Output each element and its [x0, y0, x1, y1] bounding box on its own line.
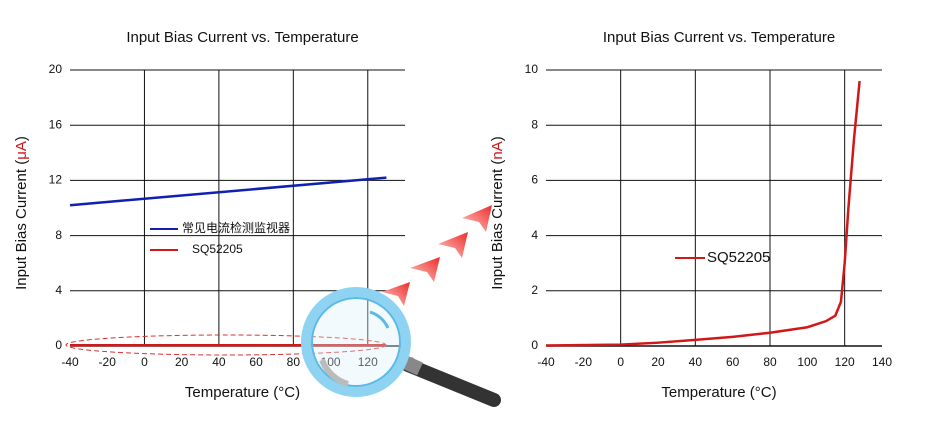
y-axis-label-part: ) [13, 136, 30, 141]
y-axis-label-part: Input Bias Current ( [489, 160, 506, 290]
x-axis-label: Temperature (°C) [185, 384, 300, 401]
arrows [382, 205, 492, 306]
x-tick-label: 100 [797, 355, 817, 369]
x-tick-label: 120 [835, 355, 855, 369]
x-tick-label: 140 [872, 355, 892, 369]
y-axis-label-part: μA [13, 141, 30, 160]
x-tick-label: 0 [617, 355, 624, 369]
y-tick-label: 10 [525, 62, 539, 76]
x-tick-label: 80 [287, 355, 301, 369]
x-tick-label: 80 [763, 355, 777, 369]
y-tick-label: 0 [531, 338, 538, 352]
y-axis-label: Input Bias Current (μA) [13, 136, 30, 290]
chart-title: Input Bias Current vs. Temperature [603, 29, 835, 46]
y-tick-label: 4 [531, 228, 538, 242]
plot-area [70, 70, 405, 346]
magnifier [301, 287, 501, 407]
x-tick-label: 40 [689, 355, 703, 369]
y-tick-label: 6 [531, 173, 538, 187]
highlight-ellipse [65, 334, 387, 356]
x-tick-label: 120 [358, 355, 378, 369]
y-axis-label-part: Input Bias Current ( [13, 160, 30, 290]
chart-title: Input Bias Current vs. Temperature [126, 29, 358, 46]
y-tick-label: 4 [55, 283, 62, 297]
x-tick-label: 20 [651, 355, 665, 369]
y-tick-label: 20 [49, 62, 63, 76]
y-axis-label-part: nA [489, 141, 506, 159]
legend-label: SQ52205 [192, 242, 243, 256]
x-tick-label: 40 [212, 355, 226, 369]
x-tick-label: -20 [99, 355, 117, 369]
x-tick-label: 0 [141, 355, 148, 369]
chart: 0 2 4 6 8 10 -40 -20 0 20 40 60 80 100 120 140 Input Bia… [489, 29, 892, 401]
legend-label: SQ52205 [707, 249, 770, 266]
y-tick-label: 16 [49, 117, 63, 131]
y-axis-label-part: ) [489, 136, 506, 141]
legend-label: 常见电流检测监视器 [182, 220, 290, 235]
y-tick-label: 2 [531, 283, 538, 297]
x-axis-label: Temperature (°C) [661, 384, 776, 401]
x-tick-label: -40 [537, 355, 555, 369]
y-tick-label: 12 [49, 173, 63, 187]
y-tick-label: 0 [55, 338, 62, 352]
plot-area [546, 70, 882, 346]
x-tick-label: -20 [575, 355, 593, 369]
x-tick-label: 20 [175, 355, 189, 369]
x-tick-label: 60 [726, 355, 740, 369]
x-tick-label: -40 [61, 355, 79, 369]
data-line [545, 80, 861, 347]
data-line [69, 176, 387, 207]
x-tick-label: 60 [249, 355, 263, 369]
y-axis-label: Input Bias Current (nA) [489, 136, 506, 289]
y-tick-label: 8 [55, 228, 62, 242]
y-tick-label: 8 [531, 117, 538, 131]
decoration [65, 205, 501, 407]
